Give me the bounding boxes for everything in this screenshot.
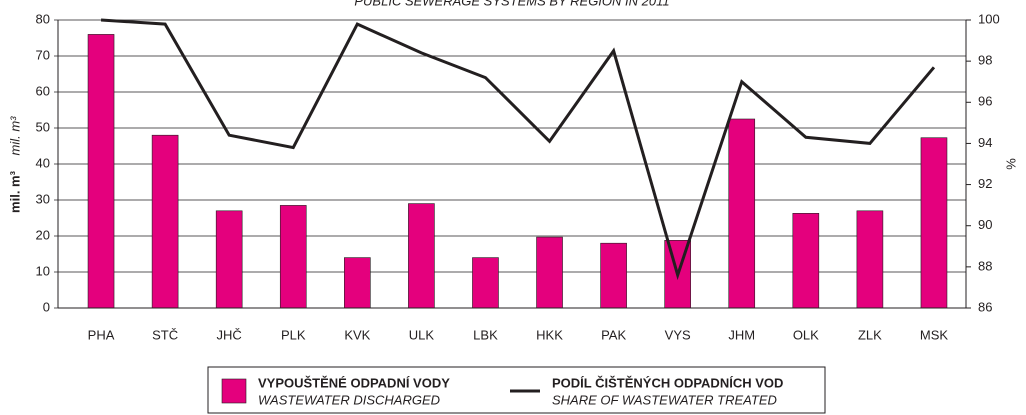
bar: [151, 134, 179, 309]
x-tick-label: JHČ: [217, 327, 242, 342]
x-tick-label: PLK: [281, 327, 306, 342]
bar: [472, 257, 499, 309]
bar: [920, 137, 948, 309]
bar: [600, 242, 627, 309]
y-axis-label: mil. m³: [7, 170, 22, 213]
bar: [408, 203, 435, 309]
x-tick-label: PAK: [601, 327, 626, 342]
y-tick-label: 40: [36, 155, 50, 170]
y-tick-label: 60: [36, 83, 50, 98]
y2-tick-label: 92: [978, 176, 992, 191]
legend-swatch: [221, 378, 247, 404]
y2-axis-label: %: [1003, 158, 1018, 170]
y2-tick-label: 94: [978, 135, 992, 150]
y2-tick-label: 100: [978, 11, 1000, 26]
legend-label: VYPOUŠTĚNÉ ODPADNÍ VODY: [258, 375, 450, 390]
y2-tick-label: 90: [978, 217, 992, 232]
bar: [536, 236, 563, 309]
y-tick-label: 70: [36, 47, 50, 62]
y-tick-label: 0: [43, 299, 50, 314]
x-tick-label: VYS: [665, 327, 691, 342]
y-tick-label: 20: [36, 227, 50, 242]
bar: [87, 34, 115, 309]
y2-tick-label: 86: [978, 299, 992, 314]
x-tick-label: STČ: [152, 327, 178, 342]
bar: [215, 210, 243, 309]
bar: [344, 257, 371, 309]
chart-title: PUBLIC SEWERAGE SYSTEMS BY REGION IN 201…: [354, 0, 669, 8]
x-tick-label: MSK: [920, 327, 949, 342]
bar: [856, 210, 884, 309]
x-tick-label: JHM: [728, 327, 755, 342]
y-tick-label: 30: [36, 191, 50, 206]
x-tick-label: ULK: [409, 327, 435, 342]
y2-tick-label: 98: [978, 53, 992, 68]
legend-label-en: WASTEWATER DISCHARGED: [258, 392, 440, 407]
y-tick-label: 10: [36, 263, 50, 278]
y-tick-label: 80: [36, 11, 50, 26]
bar: [279, 205, 307, 309]
x-tick-label: ZLK: [858, 327, 882, 342]
bar: [792, 213, 820, 309]
legend-box: [207, 366, 826, 414]
line: [100, 18, 936, 281]
y-tick-label: 50: [36, 119, 50, 134]
y-axis-label-en: mil. m³: [7, 116, 22, 156]
bar: [728, 118, 756, 309]
legend-label: PODÍL ČIŠTĚNÝCH ODPADNÍCH VOD: [552, 375, 783, 390]
y2-tick-label: 96: [978, 94, 992, 109]
x-tick-label: HKK: [536, 327, 563, 342]
x-tick-label: LBK: [473, 327, 498, 342]
x-tick-label: KVK: [344, 327, 370, 342]
x-tick-label: PHA: [88, 327, 115, 342]
legend-label-en: SHARE OF WASTEWATER TREATED: [552, 392, 777, 407]
x-tick-label: OLK: [793, 327, 819, 342]
y2-tick-label: 88: [978, 258, 992, 273]
